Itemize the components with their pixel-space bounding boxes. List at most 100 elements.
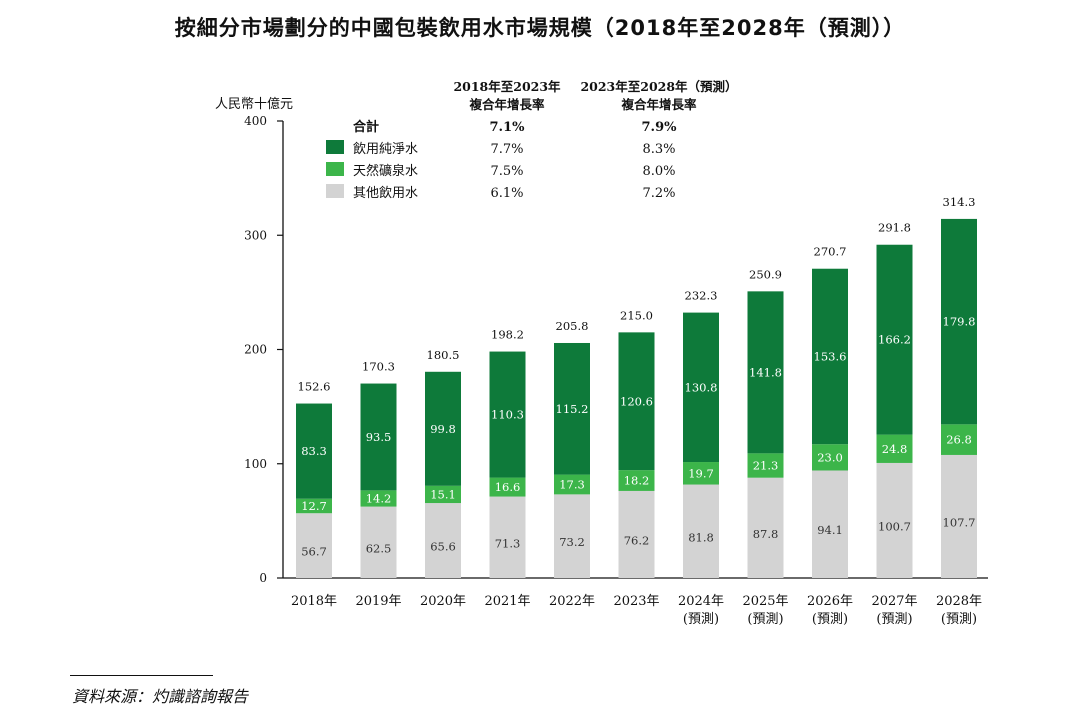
cagr-header: 2023年至2028年（預測） xyxy=(580,79,737,94)
y-tick-label: 100 xyxy=(244,457,267,471)
x-tick-label: (預測) xyxy=(683,612,719,627)
x-tick-label: (預測) xyxy=(812,612,848,627)
total-label: 180.5 xyxy=(427,348,460,362)
total-label: 232.3 xyxy=(685,289,718,303)
bar-segment xyxy=(296,403,332,499)
total-label: 291.8 xyxy=(878,221,911,235)
cagr-header: 2018年至2023年 xyxy=(453,79,561,94)
bar-segment xyxy=(296,498,332,514)
bar-segment xyxy=(554,342,590,475)
x-tick-label: 2021年 xyxy=(484,594,530,609)
data-label: 166.2 xyxy=(878,333,911,347)
legend-swatch xyxy=(326,184,344,198)
data-label: 120.6 xyxy=(620,394,653,408)
bar-segment xyxy=(489,477,526,497)
bar-segment xyxy=(941,424,977,455)
cagr-value: 7.9% xyxy=(642,120,678,135)
data-label: 107.7 xyxy=(943,515,976,529)
x-tick-label: 2019年 xyxy=(355,594,401,609)
cagr-header: 複合年增長率 xyxy=(620,97,697,112)
x-tick-label: 2026年 xyxy=(807,594,853,609)
total-label: 198.2 xyxy=(491,328,524,342)
data-label: 141.8 xyxy=(749,365,782,379)
cagr-value: 7.1% xyxy=(490,120,526,135)
y-tick-label: 400 xyxy=(244,114,267,128)
bar-segment xyxy=(747,477,784,578)
y-tick-label: 300 xyxy=(244,228,267,242)
bar-segment xyxy=(941,454,977,578)
bar-segment xyxy=(425,371,461,486)
cagr-value: 6.1% xyxy=(490,186,523,201)
x-tick-label: (預測) xyxy=(876,612,912,627)
data-label: 14.2 xyxy=(366,491,392,505)
data-label: 87.8 xyxy=(753,527,779,541)
legend-label: 合計 xyxy=(353,119,379,135)
data-label: 24.8 xyxy=(882,442,908,456)
bar-segment xyxy=(812,470,848,578)
bar-segment xyxy=(618,332,655,471)
bar-segment xyxy=(618,490,655,578)
bar-segment xyxy=(618,470,655,491)
data-label: 15.1 xyxy=(430,487,456,501)
data-label: 18.2 xyxy=(624,474,650,488)
bar-segment xyxy=(747,453,784,478)
x-tick-label: 2020年 xyxy=(420,594,466,609)
data-label: 19.7 xyxy=(688,466,714,480)
bar-segment xyxy=(360,490,397,507)
data-label: 94.1 xyxy=(817,523,843,537)
bar-segment xyxy=(683,484,719,578)
legend-swatch xyxy=(326,140,344,154)
data-label: 65.6 xyxy=(430,540,456,554)
data-label: 62.5 xyxy=(366,541,392,555)
data-label: 71.3 xyxy=(495,536,521,550)
data-label: 110.3 xyxy=(491,408,524,422)
total-label: 314.3 xyxy=(943,195,976,209)
data-label: 16.6 xyxy=(495,480,521,494)
cagr-value: 8.0% xyxy=(642,164,675,179)
cagr-value: 8.3% xyxy=(642,142,675,157)
source-divider xyxy=(70,675,213,676)
data-label: 153.6 xyxy=(814,349,847,363)
y-tick-label: 0 xyxy=(259,571,267,585)
x-tick-label: 2025年 xyxy=(742,594,788,609)
bar-segment xyxy=(554,474,590,495)
data-label: 56.7 xyxy=(301,545,327,559)
data-label: 93.5 xyxy=(366,430,392,444)
chart-title: 按細分市場劃分的中國包裝飲用水市場規模（2018年至2028年（預測）） xyxy=(174,16,906,40)
total-label: 270.7 xyxy=(814,245,847,259)
x-tick-label: (預測) xyxy=(941,612,977,627)
bar-segment xyxy=(876,462,913,578)
total-label: 205.8 xyxy=(556,319,589,333)
bar-segment xyxy=(360,506,397,578)
data-label: 179.8 xyxy=(943,315,976,329)
x-tick-label: 2023年 xyxy=(613,594,659,609)
y-axis-unit-label: 人民幣十億元 xyxy=(215,97,294,112)
bar-segment xyxy=(812,444,848,471)
data-label: 17.3 xyxy=(559,477,585,491)
legend-label: 飲用純淨水 xyxy=(353,141,418,157)
x-tick-label: 2022年 xyxy=(549,594,595,609)
source-note: 資料來源：灼識諮詢報告 xyxy=(72,687,249,706)
total-label: 152.6 xyxy=(298,380,331,394)
y-tick-label: 200 xyxy=(244,343,267,357)
data-label: 23.0 xyxy=(817,450,843,464)
bar-segment xyxy=(941,218,977,425)
bar-segment xyxy=(489,496,526,578)
total-label: 215.0 xyxy=(620,308,653,322)
bar-segment xyxy=(489,351,526,478)
cagr-value: 7.2% xyxy=(642,186,675,201)
x-tick-label: 2027年 xyxy=(871,594,917,609)
data-label: 73.2 xyxy=(559,535,585,549)
x-tick-label: (預測) xyxy=(747,612,783,627)
bar-segment xyxy=(360,383,397,491)
data-label: 12.7 xyxy=(301,499,327,513)
legend-label: 其他飲用水 xyxy=(353,185,418,201)
data-label: 81.8 xyxy=(688,530,714,544)
bar-segment xyxy=(747,291,784,454)
data-label: 83.3 xyxy=(301,444,327,458)
data-label: 115.2 xyxy=(556,402,589,416)
bar-segment xyxy=(876,244,913,435)
bar-segment xyxy=(296,513,332,578)
total-label: 170.3 xyxy=(362,360,395,374)
